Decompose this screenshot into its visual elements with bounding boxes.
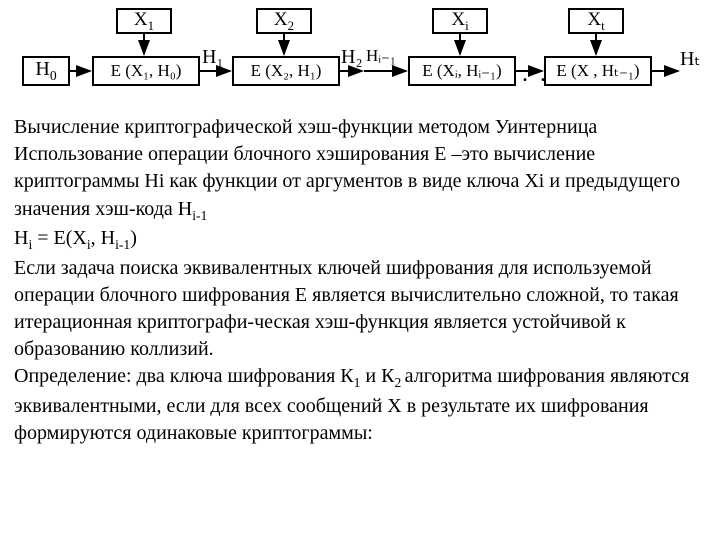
para-definition: Определение: два ключа шифрования К1 и К…	[14, 363, 706, 447]
node-h0: H0	[22, 56, 70, 86]
para-title: Вычисление криптографической хэш-функции…	[14, 114, 706, 141]
label-ht: Hₜ	[680, 46, 700, 71]
node-ei: E (Xᵢ, Hᵢ₋₁)	[408, 56, 516, 86]
ellipsis-dots: . .	[522, 61, 549, 88]
node-xi: Xi	[432, 8, 488, 34]
node-e1: E (X₁, H₀)	[92, 56, 200, 86]
label-hi-1: Hᵢ₋₁	[366, 46, 396, 66]
label-h2: H₂	[341, 46, 362, 69]
text-body: Вычисление криптографической хэш-функции…	[14, 114, 706, 447]
label-h1: H₁	[202, 46, 223, 69]
para-collision: Если задача поиска эквивалентных ключей …	[14, 255, 706, 364]
node-x2: X2	[256, 8, 312, 34]
hash-chain-diagram: X1 X2 Xi Xt H0 E (X₁, H₀) E (X₂, H₁) E (…	[14, 6, 706, 96]
node-x1: X1	[116, 8, 172, 34]
node-xt: Xt	[568, 8, 624, 34]
para-formula: Hi = E(Xi, Hi-1)	[14, 225, 706, 254]
node-et: E (X , Hₜ₋₁)	[544, 56, 652, 86]
para-usage: Использование операции блочного хэширова…	[14, 141, 706, 225]
node-e2: E (X₂, H₁)	[232, 56, 340, 86]
